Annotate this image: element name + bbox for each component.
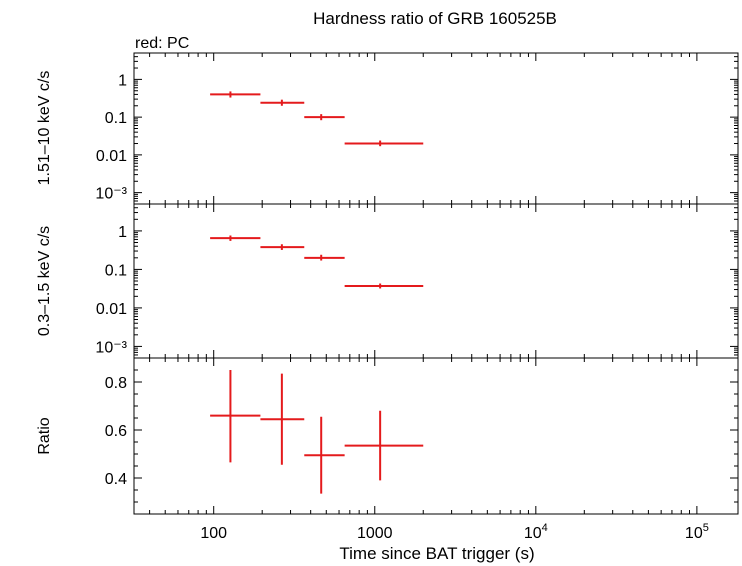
data-point xyxy=(344,410,424,481)
panel-top-y-label: 1.51–10 keV c/s xyxy=(36,71,53,186)
data-point xyxy=(260,99,305,106)
x-tick-label: 1000 xyxy=(357,525,393,542)
panel-middle-frame xyxy=(133,203,739,359)
panel-top-frame xyxy=(133,52,739,205)
data-point xyxy=(304,416,345,494)
panel-bottom-frame xyxy=(133,357,739,515)
x-tick-label: 105 xyxy=(685,522,709,542)
x-tick-label: 104 xyxy=(524,522,548,542)
y-tick-label: 1 xyxy=(118,224,127,241)
axis-ticks xyxy=(134,52,738,515)
y-tick-label: 1 xyxy=(118,72,127,89)
y-tick-label: 10⁻³ xyxy=(95,339,127,356)
y-tick-label: 10⁻³ xyxy=(95,186,127,203)
panel-bottom-y-label: Ratio xyxy=(36,417,53,454)
panel-middle-y-label: 0.3–1.5 keV c/s xyxy=(36,226,53,336)
y-tick-label: 0.1 xyxy=(105,110,127,127)
y-tick-label: 0.01 xyxy=(96,148,127,165)
tick-labels: 1 0.1 0.01 10⁻³ 1 0.1 0.01 10⁻³ 0.8 0.6 0.4 100 1000… xyxy=(95,72,708,542)
y-tick-label: 0.1 xyxy=(105,262,127,279)
data-point xyxy=(260,373,305,465)
x-axis-label: Time since BAT trigger (s) xyxy=(339,544,534,563)
y-tick-label: 0.8 xyxy=(105,375,127,392)
chart-title: Hardness ratio of GRB 160525B xyxy=(313,9,557,28)
data-point xyxy=(304,254,345,261)
y-tick-label: 0.01 xyxy=(96,301,127,318)
legend-text: red: PC xyxy=(135,35,189,52)
y-tick-label: 0.4 xyxy=(105,471,127,488)
data-point xyxy=(344,283,424,289)
data-point xyxy=(304,114,345,121)
data-point xyxy=(210,91,261,98)
data-point xyxy=(344,140,424,147)
x-tick-label: 100 xyxy=(200,525,227,542)
y-tick-label: 0.6 xyxy=(105,423,127,440)
data-point xyxy=(260,244,305,250)
data-point xyxy=(210,235,261,241)
data-point xyxy=(210,370,261,463)
data-points xyxy=(210,91,424,494)
